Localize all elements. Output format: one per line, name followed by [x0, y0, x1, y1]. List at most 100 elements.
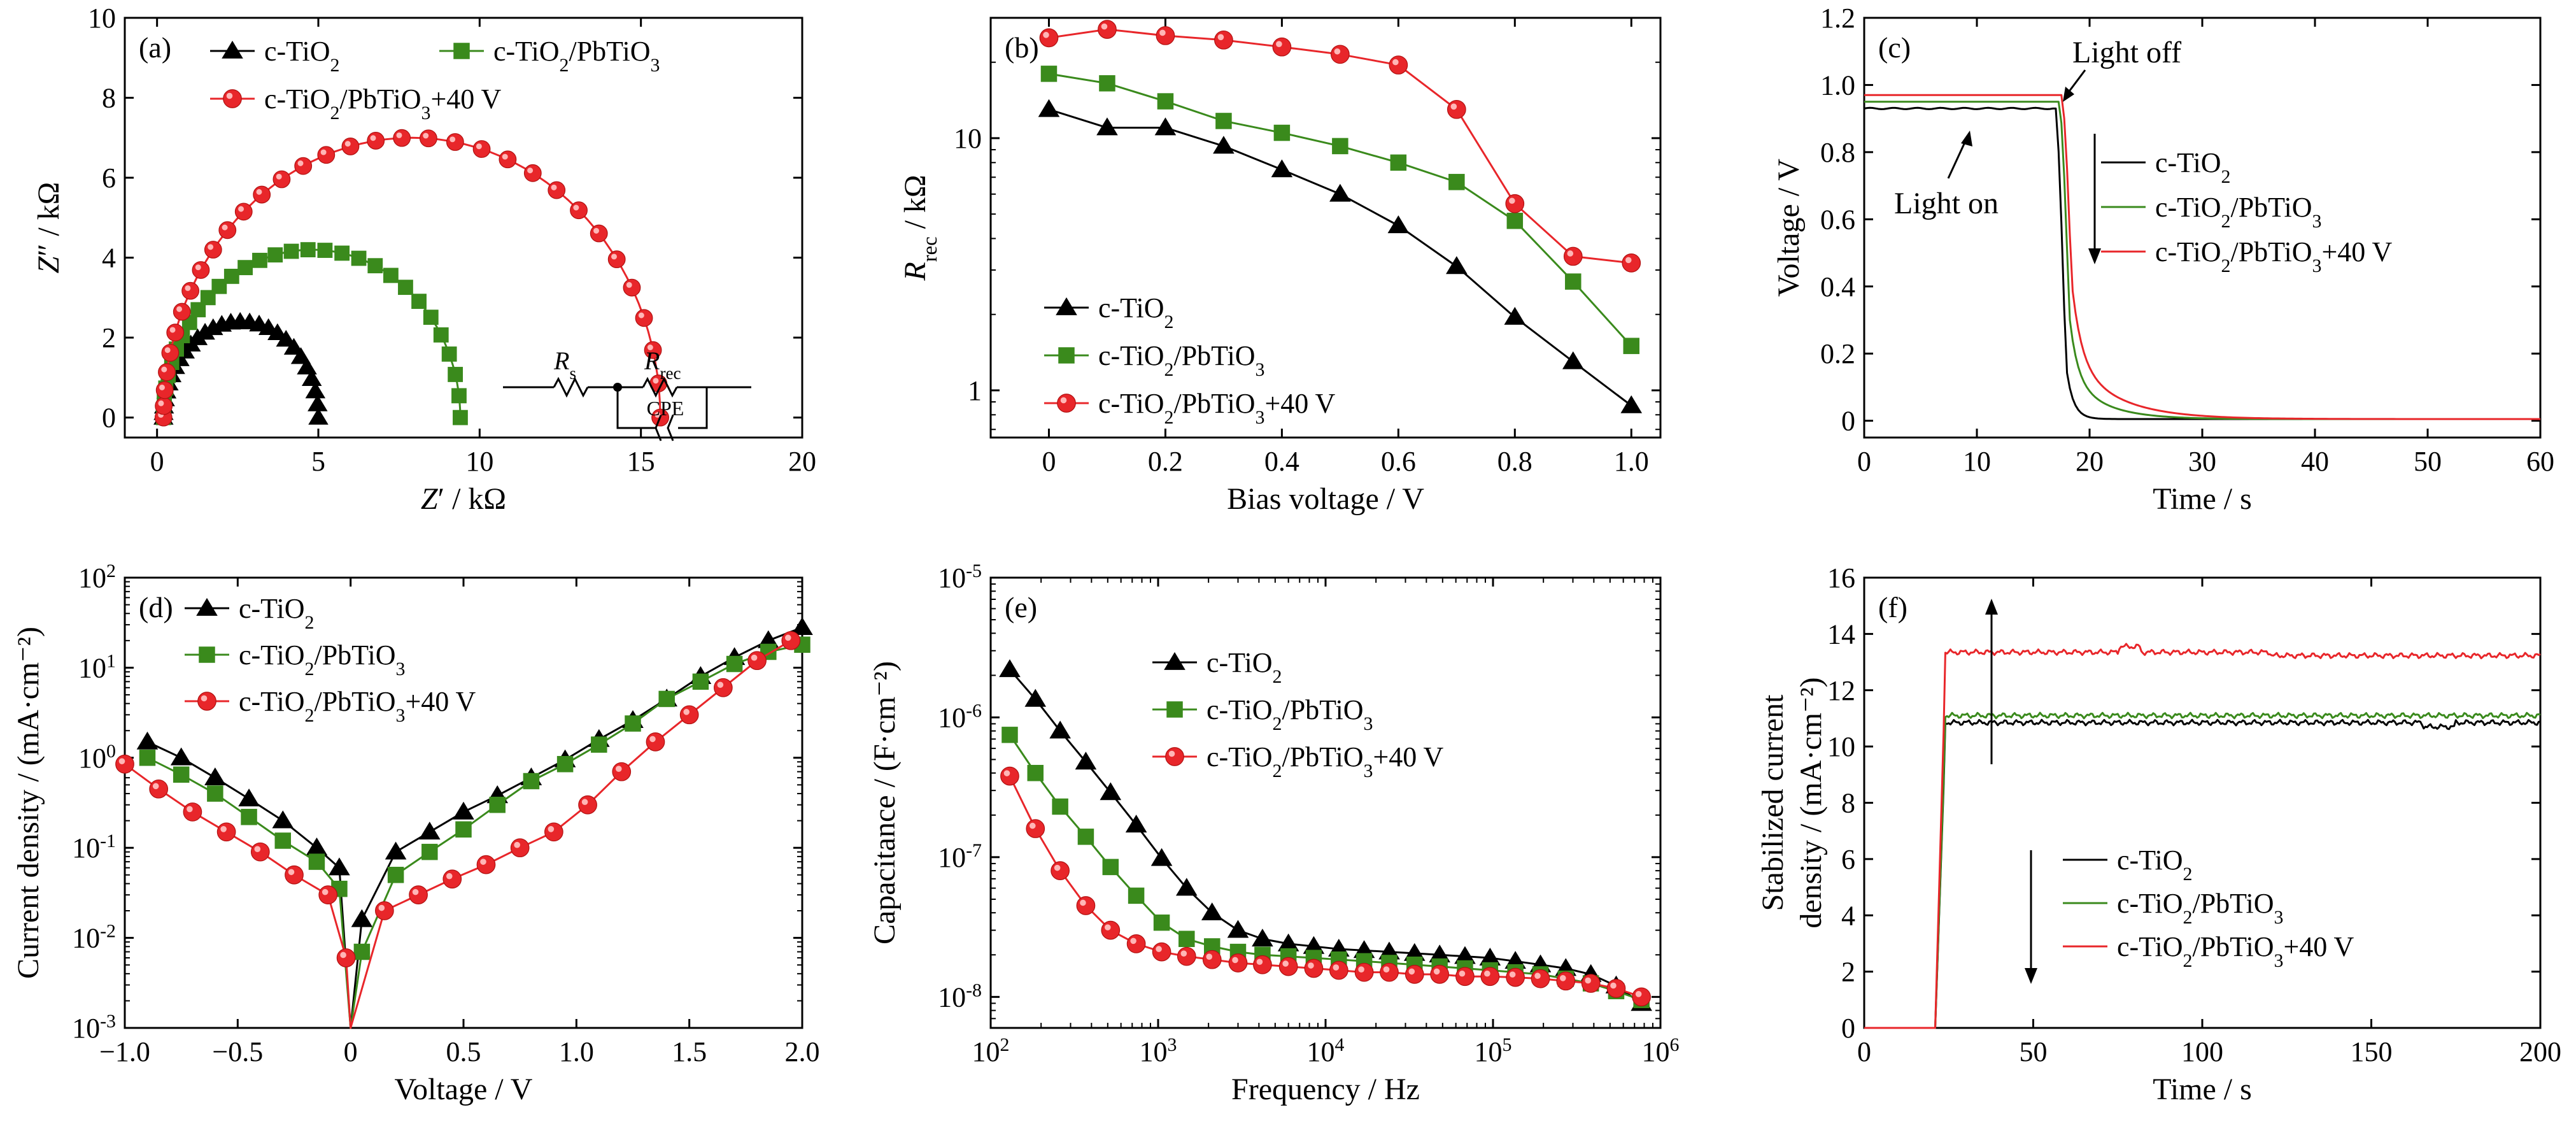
circle-marker [523, 164, 542, 182]
circle-marker [1304, 958, 1324, 978]
circle-marker-body [570, 201, 588, 220]
text-span: R [553, 346, 569, 375]
text-span: 3 [2312, 255, 2322, 276]
text-span: c-TiO [2117, 888, 2183, 919]
text-span: 10 [72, 923, 100, 954]
circle-marker-highlight [1392, 59, 1399, 66]
triangle-marker [1620, 395, 1643, 413]
triangle-marker [196, 597, 218, 616]
circle-marker-highlight [1003, 770, 1010, 776]
circle-marker [548, 181, 566, 199]
text-span: c-TiO [2155, 147, 2221, 178]
text-span: -6 [966, 700, 982, 721]
circle-marker-body [1156, 26, 1175, 45]
y-axis-label: Current density / (mA·cm⁻²) [11, 627, 45, 979]
legend-entry: c-TiO2 [1152, 647, 1282, 687]
circle-marker-body [1101, 920, 1121, 940]
circle-marker-body [1228, 953, 1248, 973]
text-span: c-TiO [2155, 192, 2221, 223]
circle-marker-highlight [187, 806, 193, 813]
square-marker [334, 245, 350, 261]
circle-marker-body [446, 133, 464, 151]
circle-marker-highlight [1484, 970, 1490, 977]
x-tick-label: 0.2 [1148, 446, 1183, 477]
triangle-marker [306, 837, 328, 856]
square-marker [1332, 138, 1348, 155]
text-span: -3 [100, 1011, 116, 1032]
circle-marker-highlight [1509, 971, 1516, 978]
panel-label: (d) [139, 591, 173, 624]
legend-entry: c-TiO2 [185, 593, 314, 633]
circle-marker-highlight [1180, 950, 1187, 957]
circle-marker-body [590, 224, 608, 243]
x-tick-label: 106 [1642, 1034, 1680, 1068]
y-tick-label: 1 [968, 375, 982, 406]
legend-label: c-TiO2/PbTiO3 [2155, 192, 2321, 232]
circle-marker [1026, 819, 1045, 838]
circle-marker-highlight [118, 758, 125, 765]
circle-marker [1228, 953, 1248, 973]
triangle-marker [1387, 215, 1410, 234]
text-span: 2 [1273, 760, 1282, 781]
text-span: /PbTiO [2192, 931, 2274, 962]
circle-marker [1480, 967, 1500, 987]
text-span: -2 [100, 920, 116, 941]
square-marker [1506, 213, 1524, 229]
text-span: 2 [305, 612, 315, 633]
triangle-marker [1150, 848, 1173, 866]
text-span: c-TiO [2117, 931, 2183, 962]
triangle-marker [791, 617, 813, 636]
legend-entry: c-TiO2/PbTiO3+40 V [2101, 236, 2392, 276]
legend-entry: c-TiO2/PbTiO3 [1044, 340, 1264, 380]
text-span: 3 [1256, 359, 1265, 380]
circle-marker-body [1214, 30, 1233, 50]
circle-marker-body [1076, 896, 1096, 915]
circle-marker-body [1057, 394, 1076, 413]
x-tick-label: 20 [788, 446, 816, 477]
circle-marker [393, 129, 411, 147]
circle-marker [1000, 766, 1019, 786]
circle-marker [1177, 946, 1196, 966]
circle-marker [218, 221, 237, 239]
triangle-marker [1175, 878, 1198, 896]
text-span: ′ / kΩ [438, 482, 507, 516]
text-span: 10 [938, 562, 966, 594]
circle-marker-highlight [222, 224, 228, 231]
triangle-marker [1096, 117, 1118, 136]
legend-label: c-TiO2 [1098, 292, 1173, 332]
circle-marker-highlight [1105, 924, 1111, 930]
circle-marker [646, 732, 665, 752]
circle-marker [181, 281, 200, 300]
triangle-marker [1056, 297, 1077, 315]
text-span: c-TiO [1207, 647, 1273, 678]
y-tick-label: 10-5 [938, 560, 982, 594]
triangle-marker [1271, 159, 1293, 178]
circle-marker [223, 89, 242, 108]
triangle-marker [1024, 688, 1047, 707]
arrow-head [2088, 248, 2101, 264]
circle-marker-body [646, 732, 665, 752]
circle-marker [1581, 974, 1601, 993]
x-tick-label: 50 [2020, 1036, 2048, 1067]
triangle-marker [136, 731, 159, 750]
text-span: 5 [1503, 1034, 1512, 1055]
square-marker [1565, 273, 1582, 290]
square-marker [1128, 887, 1145, 904]
circle-marker-highlight [1156, 946, 1162, 952]
circle-marker [1380, 962, 1399, 982]
square-marker [353, 943, 371, 960]
triangle-marker [170, 747, 192, 766]
circle-marker-highlight [1276, 41, 1282, 47]
text-span: 3 [2274, 907, 2284, 928]
x-tick-label: −1.0 [99, 1036, 150, 1067]
text-span: 2 [106, 560, 116, 581]
circle-marker-highlight [1130, 937, 1136, 944]
circle-marker-highlight [1585, 977, 1591, 984]
y-tick-label: 10-8 [938, 980, 982, 1013]
circle-marker-body [1051, 861, 1070, 880]
text-span: 3 [2312, 211, 2322, 232]
square-marker [421, 843, 438, 860]
y-tick-label: 10-2 [72, 920, 116, 954]
text-span: 2 [305, 659, 315, 680]
